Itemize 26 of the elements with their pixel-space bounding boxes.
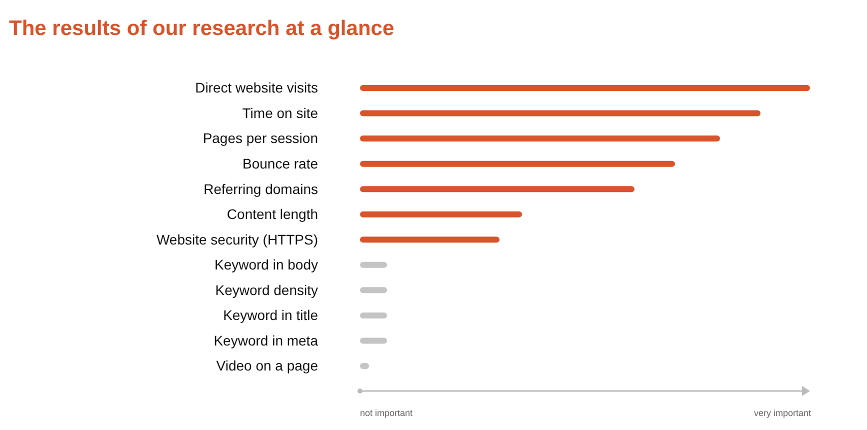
bar [360,262,387,268]
y-tick-label: Content length [226,206,318,222]
y-tick-label: Referring domains [204,180,318,197]
bar [360,211,522,218]
bar [360,287,387,294]
chart-title: The results of our research at a glance [9,17,394,40]
y-tick-label: Direct website visits [195,80,318,96]
y-tick-label: Video on a page [216,358,318,374]
y-tick-label: Pages per session [202,130,318,146]
y-tick-label: Time on site [242,104,318,121]
bar [360,160,675,167]
bar [360,110,760,116]
text: not important [360,408,414,418]
bar [360,136,720,142]
y-tick-label: Bounce rate [242,156,318,172]
bar [360,85,810,91]
y-tick-label: Keyword in meta [214,332,318,348]
y-tick-label: Keyword in body [214,256,318,273]
y-tick-label: Keyword density [215,282,318,298]
y-tick-label: Keyword in title [223,307,318,324]
bar [360,338,387,344]
bar [360,186,634,192]
bar [360,236,500,243]
bar [360,312,387,318]
y-tick-label: Website security (HTTPS) [156,231,318,248]
text: very important [754,408,812,418]
